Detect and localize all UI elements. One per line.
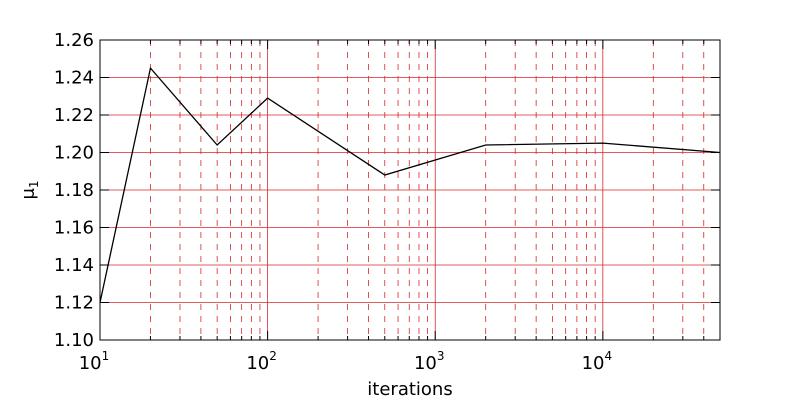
- series-layer: [99, 66, 721, 303]
- x-tick-label: 104: [582, 349, 613, 374]
- y-tick-label: 1.20: [54, 143, 94, 164]
- y-tick-label: 1.12: [54, 293, 94, 314]
- x-tick-label: 102: [246, 349, 277, 374]
- x-axis-label: iterations: [367, 379, 452, 400]
- y-tick-label: 1.14: [54, 255, 94, 276]
- y-tick-labels: 1.10 1.12 1.14 1.16 1.18 1.20 1.22 1.24 1.26: [54, 30, 94, 351]
- y-tick-label: 1.16: [54, 218, 94, 239]
- y-tick-label: 1.24: [54, 68, 94, 89]
- x-tick-label: 103: [414, 349, 445, 374]
- y-axis-label-main: μ: [18, 188, 39, 200]
- axis-ticks: [99, 39, 721, 341]
- major-gridlines: [100, 40, 720, 340]
- x-tick-labels: 101 102 103 104: [79, 349, 612, 374]
- y-tick-label: 1.18: [54, 180, 94, 201]
- y-axis-label-subscript: 1: [27, 180, 41, 188]
- series-line: [99, 66, 721, 303]
- y-tick-label: 1.10: [54, 330, 94, 351]
- y-tick-label: 1.22: [54, 105, 94, 126]
- y-axis-label: μ1: [18, 180, 41, 199]
- x-tick-label: 101: [79, 349, 110, 374]
- y-tick-label: 1.26: [54, 30, 94, 51]
